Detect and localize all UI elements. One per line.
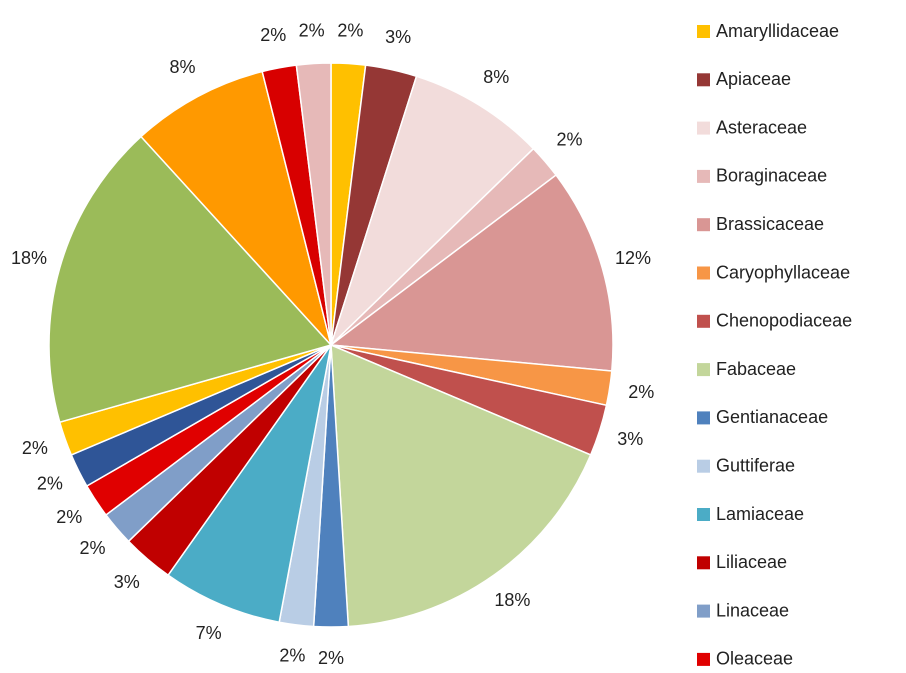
legend-swatch xyxy=(697,25,710,38)
legend-label: Apiaceae xyxy=(716,69,791,89)
data-label: 3% xyxy=(114,572,140,592)
legend-label: Fabaceae xyxy=(716,359,796,379)
legend-swatch xyxy=(697,363,710,377)
legend-swatch xyxy=(697,314,710,328)
pie-slice xyxy=(139,70,332,346)
pie-slice xyxy=(295,62,332,346)
data-label: 2% xyxy=(279,645,305,665)
data-label: 12% xyxy=(615,248,651,268)
legend-label: Oleaceae xyxy=(716,649,793,669)
data-label: 8% xyxy=(169,57,195,77)
data-label: 2% xyxy=(80,538,106,558)
legend-swatch xyxy=(697,169,710,183)
legend-swatch xyxy=(697,218,710,232)
legend-swatch xyxy=(697,459,710,473)
legend-swatch xyxy=(697,73,710,87)
pie-slice xyxy=(330,75,535,346)
pie-slice xyxy=(167,344,332,624)
pie-slice xyxy=(48,135,333,424)
data-label: 2% xyxy=(318,648,344,668)
data-label: 2% xyxy=(628,382,654,402)
legend-label: Lamiaceae xyxy=(716,504,804,524)
legend-label: Gentianaceae xyxy=(716,407,828,427)
legend-swatch xyxy=(697,556,710,570)
pie-slice xyxy=(329,174,614,372)
data-label: 2% xyxy=(56,507,82,527)
legend-swatch xyxy=(697,266,710,280)
pie-slice xyxy=(330,343,592,628)
data-label: 3% xyxy=(385,27,411,47)
data-label: 18% xyxy=(11,248,47,268)
legend-label: Boraginaceae xyxy=(716,166,827,186)
legend-swatch xyxy=(697,508,710,521)
legend-label: Guttiferae xyxy=(716,455,795,475)
legend-label: Amaryllidaceae xyxy=(716,21,839,41)
legend-label: Liliaceae xyxy=(716,552,787,572)
data-label: 2% xyxy=(299,20,325,40)
legend-label: Asteraceae xyxy=(716,117,807,137)
data-label: 8% xyxy=(483,67,509,87)
legend-swatch xyxy=(697,411,710,425)
legend-swatch xyxy=(697,604,710,618)
legend-label: Linaceae xyxy=(716,600,789,620)
legend-label: Caryophyllaceae xyxy=(716,262,850,282)
legend-swatch xyxy=(697,652,710,666)
data-label: 3% xyxy=(617,429,643,449)
data-label: 2% xyxy=(260,25,286,45)
legend-swatch xyxy=(697,121,710,135)
legend-label: Chenopodiaceae xyxy=(716,311,852,331)
data-label: 2% xyxy=(37,474,63,494)
data-label: 18% xyxy=(494,590,530,610)
legend-label: Brassicaceae xyxy=(716,214,824,234)
data-label: 2% xyxy=(556,129,582,149)
data-label: 7% xyxy=(196,623,222,643)
data-label: 2% xyxy=(337,20,363,40)
data-label: 2% xyxy=(22,438,48,458)
